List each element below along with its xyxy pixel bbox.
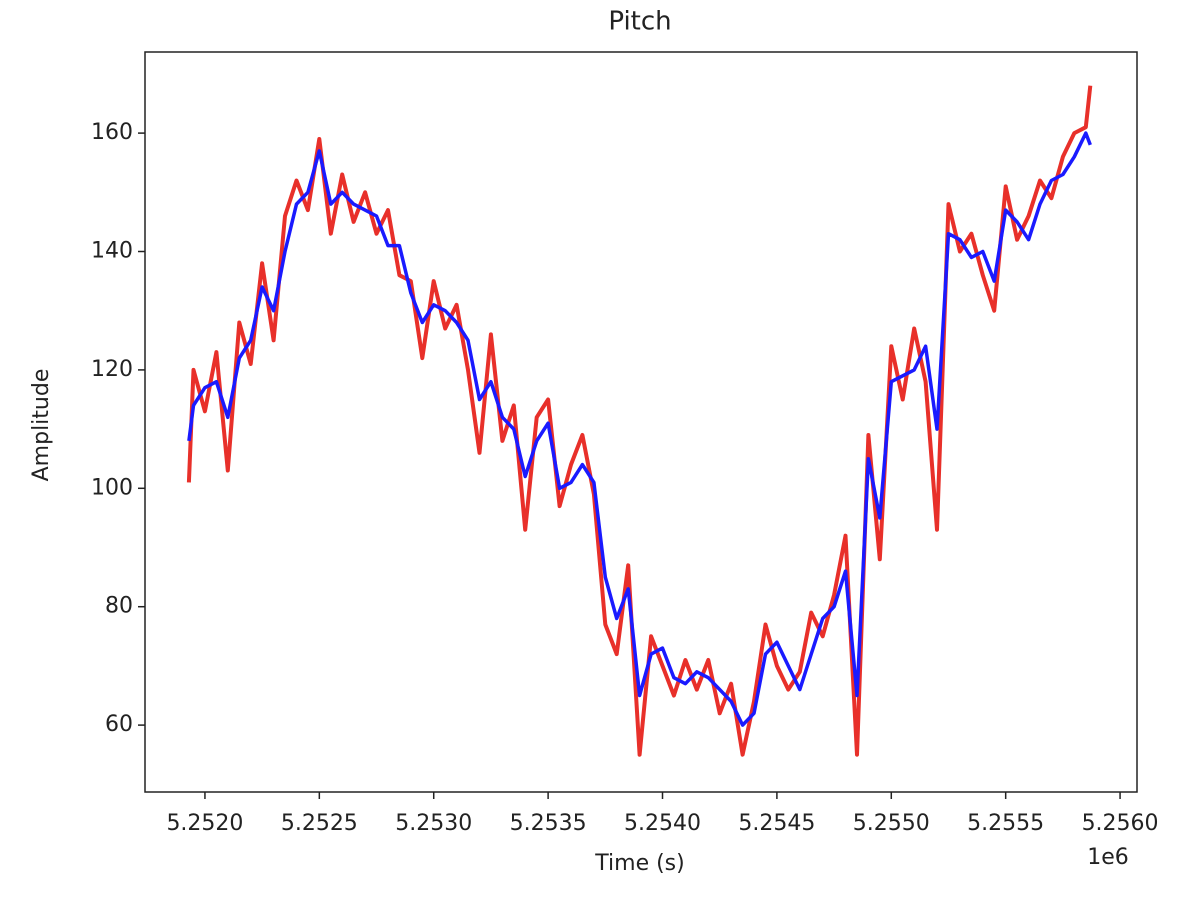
x-tick-label: 5.2545 bbox=[738, 811, 815, 836]
x-tick-label: 5.2520 bbox=[166, 811, 243, 836]
plot-frame bbox=[144, 51, 1138, 793]
y-tick-label: 100 bbox=[91, 475, 133, 500]
x-tick-label: 5.2560 bbox=[1082, 811, 1159, 836]
data-line bbox=[187, 131, 1092, 727]
chart-title: Pitch bbox=[608, 7, 671, 37]
y-tick-label: 80 bbox=[105, 594, 133, 619]
x-tick-label: 5.2530 bbox=[395, 811, 472, 836]
y-tick-label: 140 bbox=[91, 239, 133, 264]
x-tick-label: 5.2540 bbox=[624, 811, 701, 836]
y-tick-label: 160 bbox=[91, 120, 133, 145]
y-tick-label: 120 bbox=[91, 357, 133, 382]
data-line bbox=[186, 85, 1093, 757]
x-axis-label: Time (s) bbox=[594, 851, 684, 876]
x-tick-label: 5.2535 bbox=[510, 811, 587, 836]
y-axis-label: Amplitude bbox=[29, 369, 54, 482]
x-tick-label: 5.2525 bbox=[281, 811, 358, 836]
x-offset-label: 1e6 bbox=[1087, 845, 1129, 870]
y-tick-label: 60 bbox=[105, 712, 133, 737]
x-tick-label: 5.2550 bbox=[853, 811, 930, 836]
x-tick-label: 5.2555 bbox=[967, 811, 1044, 836]
